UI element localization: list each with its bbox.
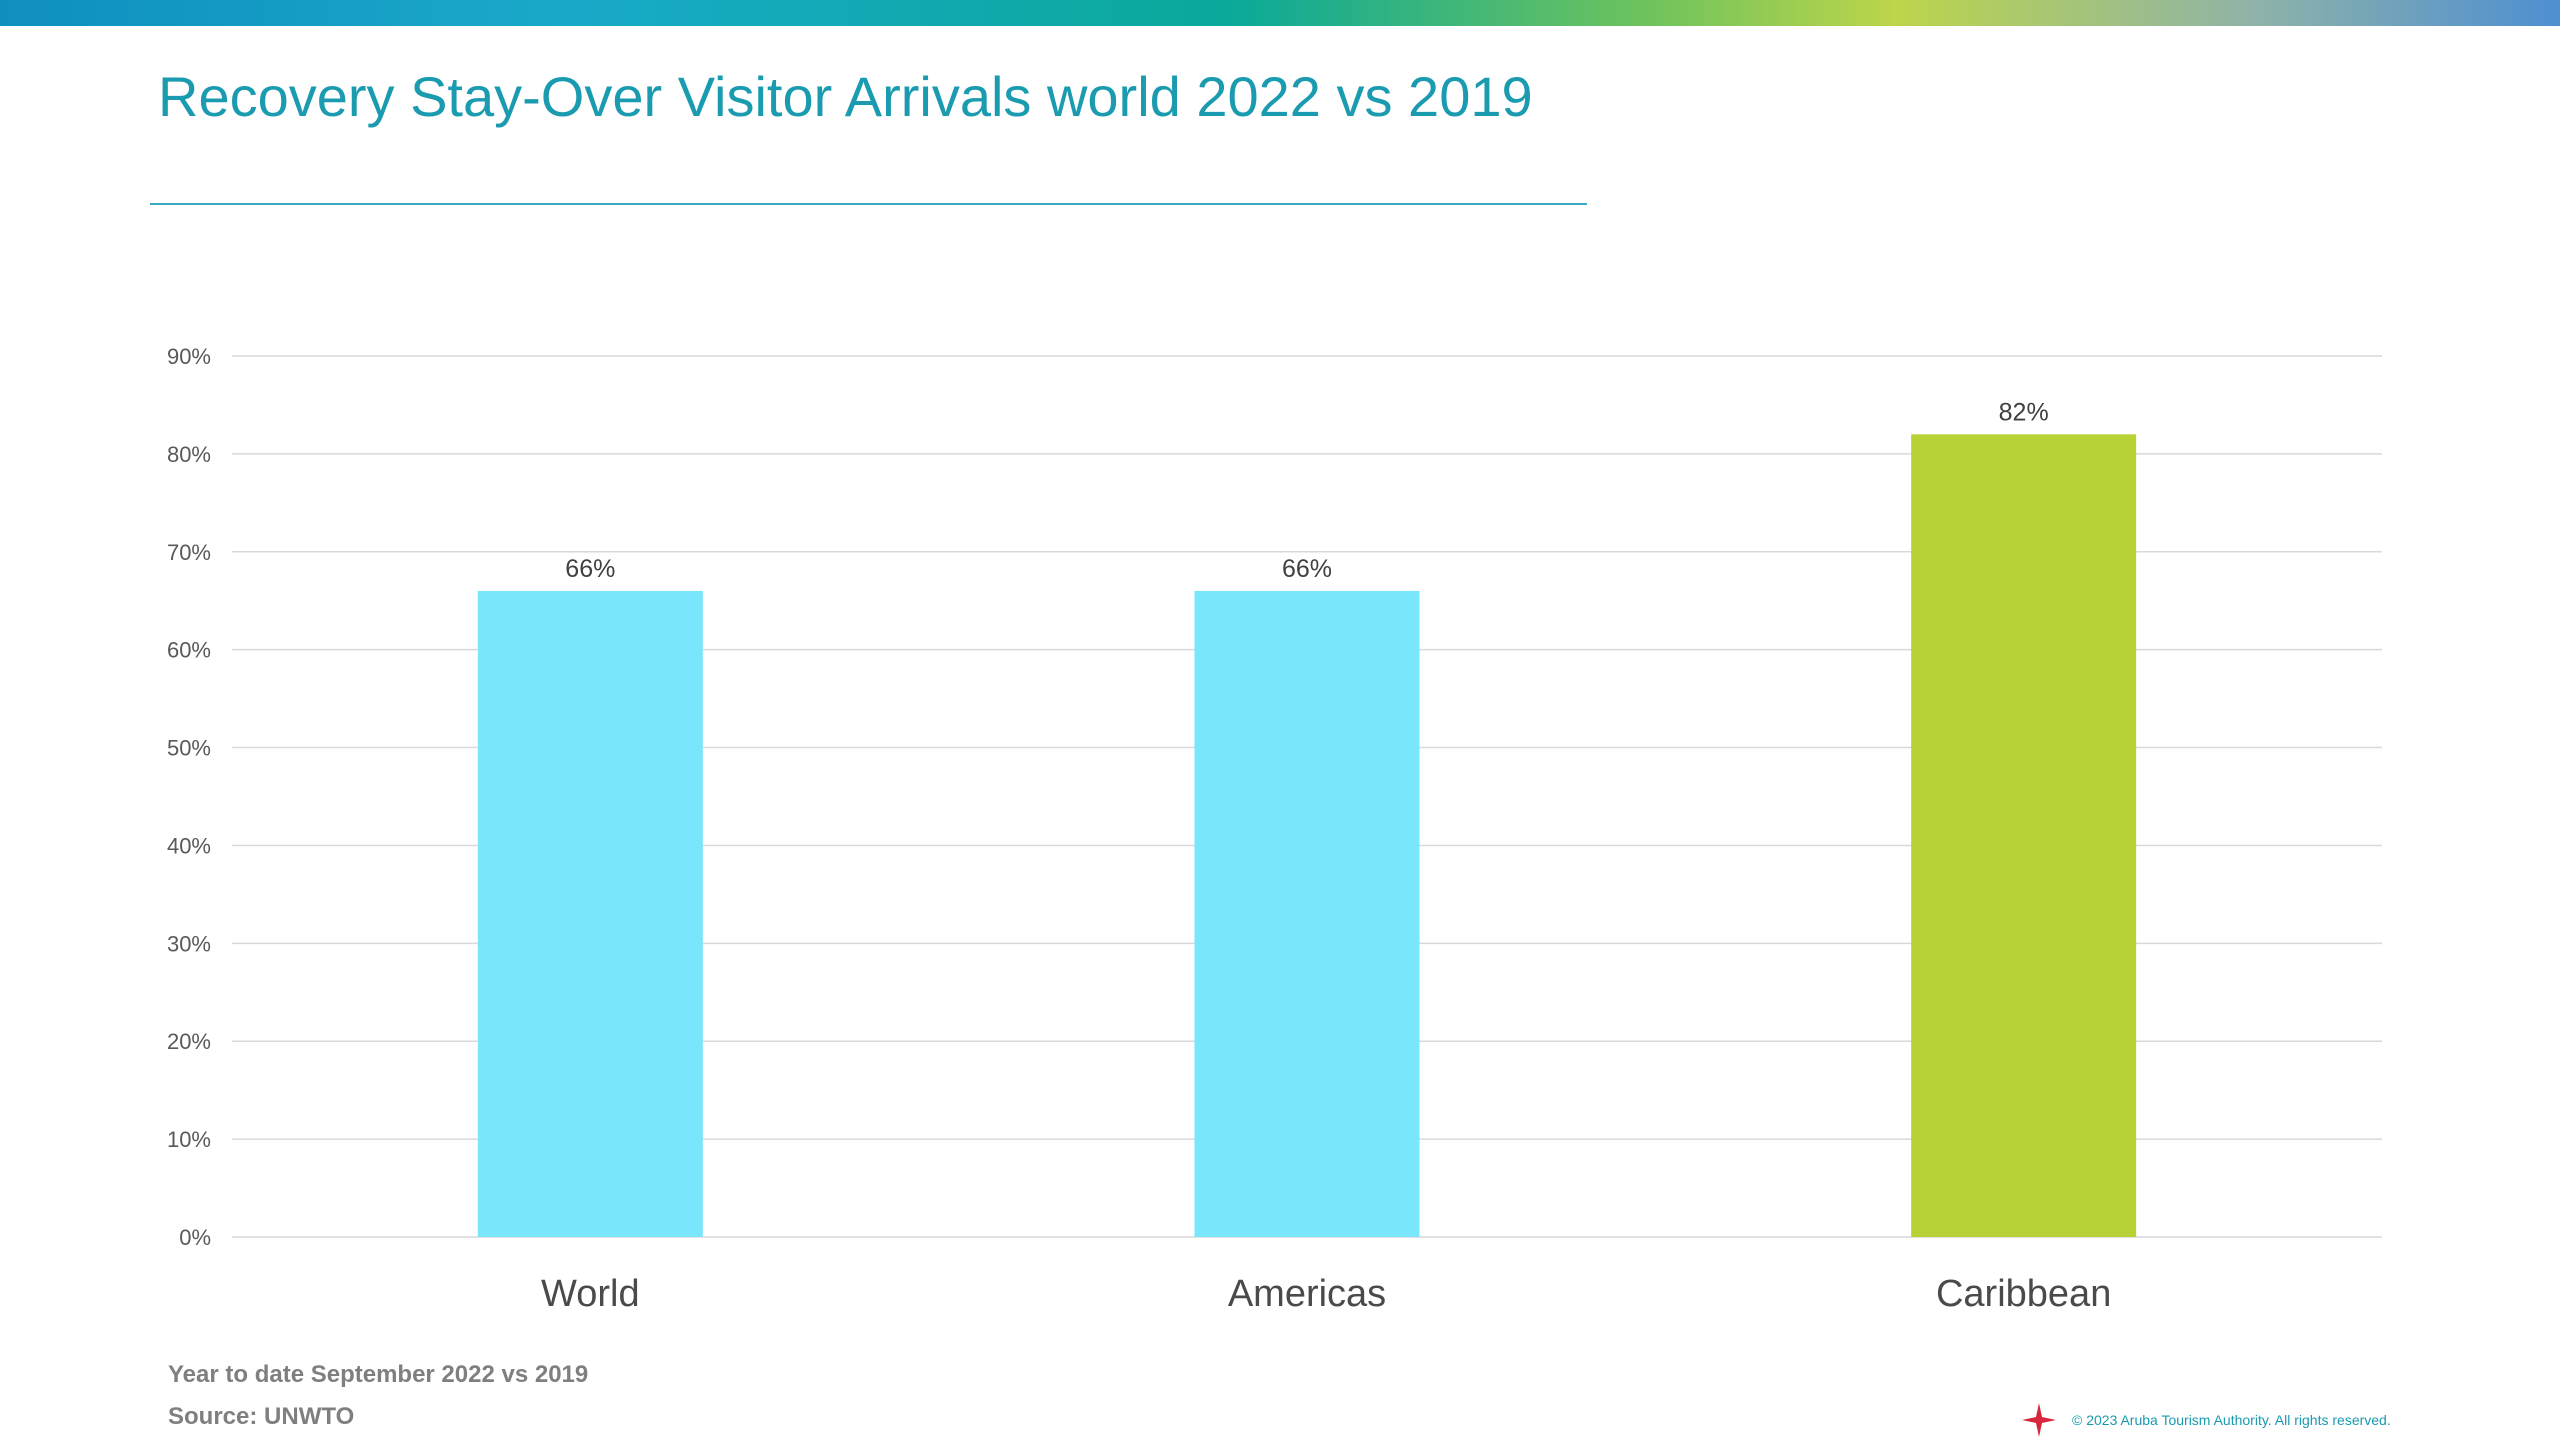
red-compass-star-icon <box>2022 1403 2056 1437</box>
bars <box>477 434 2137 1237</box>
data-label-americas: 66% <box>1282 555 1332 583</box>
y-tick-label: 30% <box>167 931 211 956</box>
y-tick-label: 70% <box>167 540 211 565</box>
category-label-world: World <box>541 1273 640 1315</box>
data-label-world: 66% <box>565 555 615 583</box>
bar-chart: 0%10%20%30%40%50%60%70%80%90% 66% 66%82% … <box>167 344 2382 1315</box>
bar-world <box>477 590 703 1237</box>
y-tick-label: 80% <box>167 442 211 467</box>
slide-title: Recovery Stay-Over Visitor Arrivals worl… <box>158 65 1533 128</box>
y-tick-label: 20% <box>167 1029 211 1054</box>
bar-caribbean <box>1911 434 2137 1237</box>
footnote-source: Source: UNWTO <box>168 1403 355 1430</box>
footnote-period: Year to date September 2022 vs 2019 <box>168 1361 589 1388</box>
copyright-text: © 2023 Aruba Tourism Authority. All righ… <box>2072 1412 2391 1428</box>
category-label-caribbean: Caribbean <box>1936 1273 2111 1315</box>
y-tick-label: 40% <box>167 833 211 858</box>
copyright-block: © 2023 Aruba Tourism Authority. All righ… <box>2022 1403 2391 1437</box>
y-tick-label: 10% <box>167 1127 211 1152</box>
y-axis-tick-labels: 0% 10% 20% 30% 40% 50% 60% 70% 80% 90% <box>167 344 211 1250</box>
data-labels: 66% 66% 82% <box>565 398 2048 583</box>
top-gradient-band <box>0 0 2560 26</box>
y-tick-label: 0% <box>179 1225 211 1250</box>
y-tick-label: 90% <box>167 344 211 369</box>
bar-americas <box>1194 590 1420 1237</box>
category-label-americas: Americas <box>1228 1273 1386 1315</box>
y-tick-label: 60% <box>167 638 211 663</box>
title-divider <box>150 203 1587 205</box>
data-label-caribbean: 82% <box>1999 398 2049 426</box>
category-labels: World Americas Caribbean <box>541 1273 2111 1315</box>
y-tick-label: 50% <box>167 736 211 761</box>
